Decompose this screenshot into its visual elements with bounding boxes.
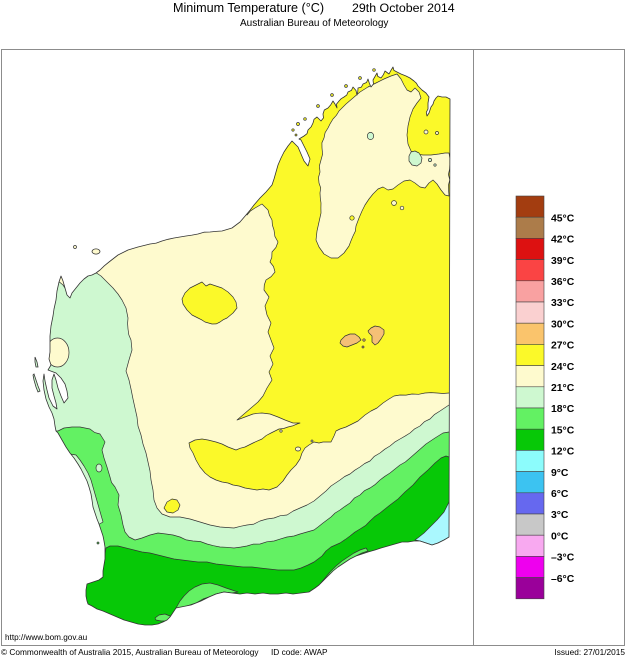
svg-text:9°C: 9°C xyxy=(551,468,569,479)
svg-text:12°C: 12°C xyxy=(551,447,575,458)
svg-text:27°C: 27°C xyxy=(551,341,575,352)
svg-text:15°C: 15°C xyxy=(551,425,575,436)
svg-text:3°C: 3°C xyxy=(551,510,569,521)
svg-text:21°C: 21°C xyxy=(551,383,575,394)
svg-text:36°C: 36°C xyxy=(551,277,575,288)
svg-text:–6°C: –6°C xyxy=(551,574,575,585)
svg-text:18°C: 18°C xyxy=(551,404,575,415)
svg-text:39°C: 39°C xyxy=(551,256,575,267)
svg-text:42°C: 42°C xyxy=(551,235,575,246)
svg-text:–3°C: –3°C xyxy=(551,553,575,564)
svg-text:0°C: 0°C xyxy=(551,531,569,542)
svg-text:45°C: 45°C xyxy=(551,213,575,224)
svg-text:33°C: 33°C xyxy=(551,298,575,309)
svg-text:24°C: 24°C xyxy=(551,362,575,373)
svg-text:30°C: 30°C xyxy=(551,319,575,330)
svg-text:6°C: 6°C xyxy=(551,489,569,500)
